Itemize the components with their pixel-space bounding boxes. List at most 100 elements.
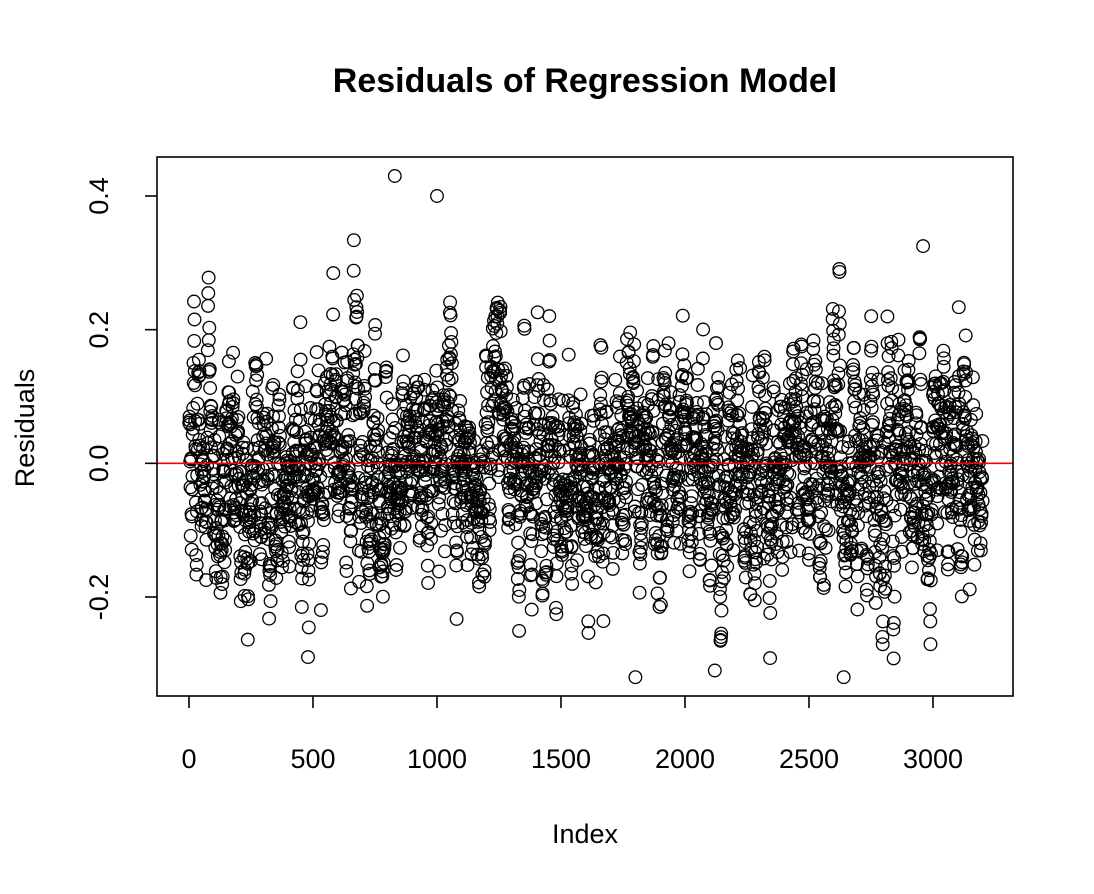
data-point — [566, 396, 581, 411]
data-point — [738, 555, 753, 570]
data-point — [338, 406, 352, 421]
data-point — [714, 626, 729, 641]
data-point — [226, 392, 241, 407]
data-point — [272, 437, 287, 452]
data-point — [918, 443, 933, 458]
data-point — [720, 559, 735, 574]
data-point — [201, 270, 216, 285]
data-point — [315, 497, 330, 512]
data-point — [417, 372, 432, 387]
data-point — [965, 431, 980, 446]
data-point — [483, 461, 498, 476]
data-point — [549, 600, 563, 615]
data-point — [511, 535, 526, 550]
data-point — [902, 475, 917, 490]
data-point — [200, 436, 215, 451]
data-point — [913, 331, 928, 346]
data-point — [272, 392, 287, 407]
data-point — [326, 266, 341, 281]
data-point — [202, 320, 217, 335]
data-point — [549, 556, 564, 571]
data-point — [878, 517, 893, 532]
data-point — [802, 526, 817, 541]
data-point — [875, 540, 890, 555]
data-points — [182, 169, 990, 685]
data-point — [893, 442, 908, 457]
data-point — [627, 337, 642, 352]
data-point — [512, 548, 527, 563]
data-point — [444, 334, 459, 349]
data-point — [646, 348, 660, 362]
data-point — [779, 534, 794, 549]
data-point — [673, 536, 688, 551]
data-point — [595, 554, 610, 569]
data-point — [763, 606, 778, 620]
data-point — [802, 552, 816, 567]
data-point — [462, 442, 477, 457]
data-point — [387, 517, 402, 532]
data-point — [873, 474, 888, 489]
data-point — [693, 552, 708, 567]
data-point — [486, 339, 500, 353]
data-point — [555, 548, 569, 562]
data-point — [561, 347, 576, 362]
data-point — [187, 312, 202, 327]
data-point — [282, 540, 297, 555]
data-point — [820, 478, 835, 493]
data-point — [256, 410, 271, 425]
data-point — [701, 476, 716, 491]
data-point — [674, 489, 689, 504]
data-point — [201, 298, 216, 313]
data-point — [420, 558, 435, 573]
data-point — [725, 408, 740, 423]
data-point — [950, 542, 965, 557]
data-point — [874, 510, 889, 525]
data-point — [316, 513, 331, 528]
data-point — [368, 318, 383, 332]
data-point — [940, 562, 955, 577]
data-point — [704, 558, 719, 573]
data-point — [410, 403, 425, 418]
data-point — [816, 577, 831, 592]
data-point — [845, 507, 860, 522]
data-point — [450, 545, 465, 560]
data-point — [633, 547, 648, 562]
data-point — [909, 427, 924, 442]
data-point — [292, 469, 307, 484]
data-point — [386, 442, 401, 456]
data-point — [579, 539, 593, 554]
data-point — [745, 442, 760, 457]
data-point — [388, 421, 403, 435]
data-point — [657, 343, 672, 358]
data-point — [832, 262, 847, 276]
data-point — [605, 530, 620, 545]
data-point — [608, 372, 623, 387]
data-point — [690, 378, 705, 392]
data-point — [886, 622, 901, 637]
data-point — [421, 576, 436, 590]
data-point — [916, 239, 931, 254]
data-point — [626, 404, 641, 419]
data-point — [407, 384, 422, 399]
data-point — [757, 353, 772, 368]
data-point — [868, 595, 883, 610]
data-point — [191, 352, 206, 367]
data-point — [928, 376, 943, 391]
data-point — [443, 389, 458, 404]
data-point — [775, 534, 790, 549]
data-point — [314, 555, 329, 570]
data-point — [283, 518, 298, 533]
data-point — [866, 387, 881, 402]
data-point — [954, 560, 968, 575]
data-point — [967, 557, 982, 572]
data-point — [346, 366, 361, 381]
data-point — [808, 374, 823, 389]
data-point — [975, 471, 990, 486]
data-point — [808, 435, 822, 450]
data-point — [898, 407, 913, 422]
data-point — [259, 351, 274, 366]
data-point — [702, 506, 717, 521]
data-point — [912, 346, 927, 361]
x-tick-label: 0 — [181, 744, 196, 774]
data-point — [885, 499, 900, 514]
